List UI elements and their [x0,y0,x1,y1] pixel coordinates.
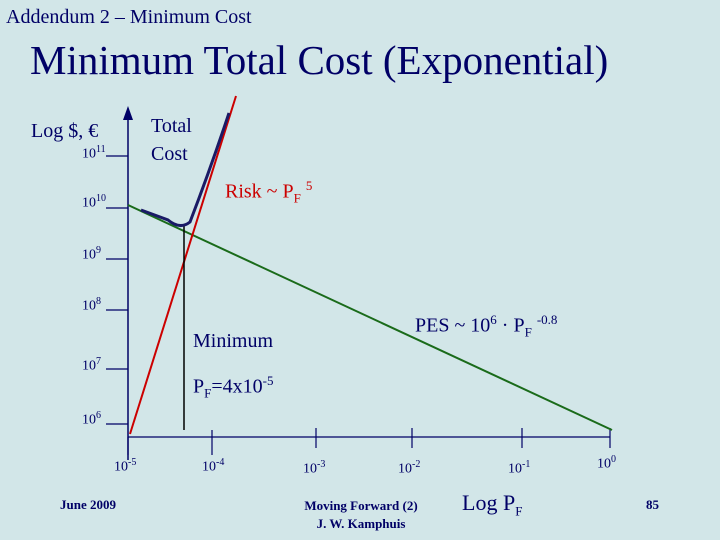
y-tick-label-1e6: 106 [82,410,101,428]
x-tick-label-1e-2: 10-2 [398,459,421,477]
page-number: 85 [646,497,659,512]
footer-author: J. W. Kamphuis [316,516,406,531]
y-axis-label: Log $, € [31,120,99,142]
y-axis-arrowhead [123,106,133,120]
risk-label: Risk ~ PF 5 [225,178,313,206]
x-tick-label-1e-3: 10-3 [303,459,326,477]
total-cost-curve [140,112,231,227]
addendum-heading: Addendum 2 – Minimum Cost [6,6,252,28]
pes-label: PES ~ 106 · PF -0.8 [415,312,558,340]
x-tick-label-1e-1: 10-1 [508,459,531,477]
total-cost-label: Total Cost [151,115,192,165]
footer-event-block: Moving Forward (2) J. W. Kamphuis [299,497,423,533]
minimum-pf-value: PF=4x10-5 [193,373,274,401]
x-tick-label-1e-4: 10-4 [202,457,225,475]
risk-cost-line [129,95,237,435]
footer-event: Moving Forward (2) [304,498,418,513]
pes-cost-line [127,204,613,431]
minimum-label: Minimum [193,330,274,352]
x-tick-label-1e-5: 10-5 [114,457,137,475]
y-tick-label-1e9: 109 [82,245,101,263]
page-title: Minimum Total Cost (Exponential) [30,37,609,83]
y-tick-label-1e11: 1011 [82,144,106,162]
y-tick-label-1e10: 1010 [82,193,106,211]
x-tick-label-1e0: 100 [597,454,616,472]
y-tick-label-1e8: 108 [82,296,101,314]
footer-date: June 2009 [60,497,116,512]
y-tick-label-1e7: 107 [82,356,101,374]
x-axis-label: Log PF [462,490,523,519]
